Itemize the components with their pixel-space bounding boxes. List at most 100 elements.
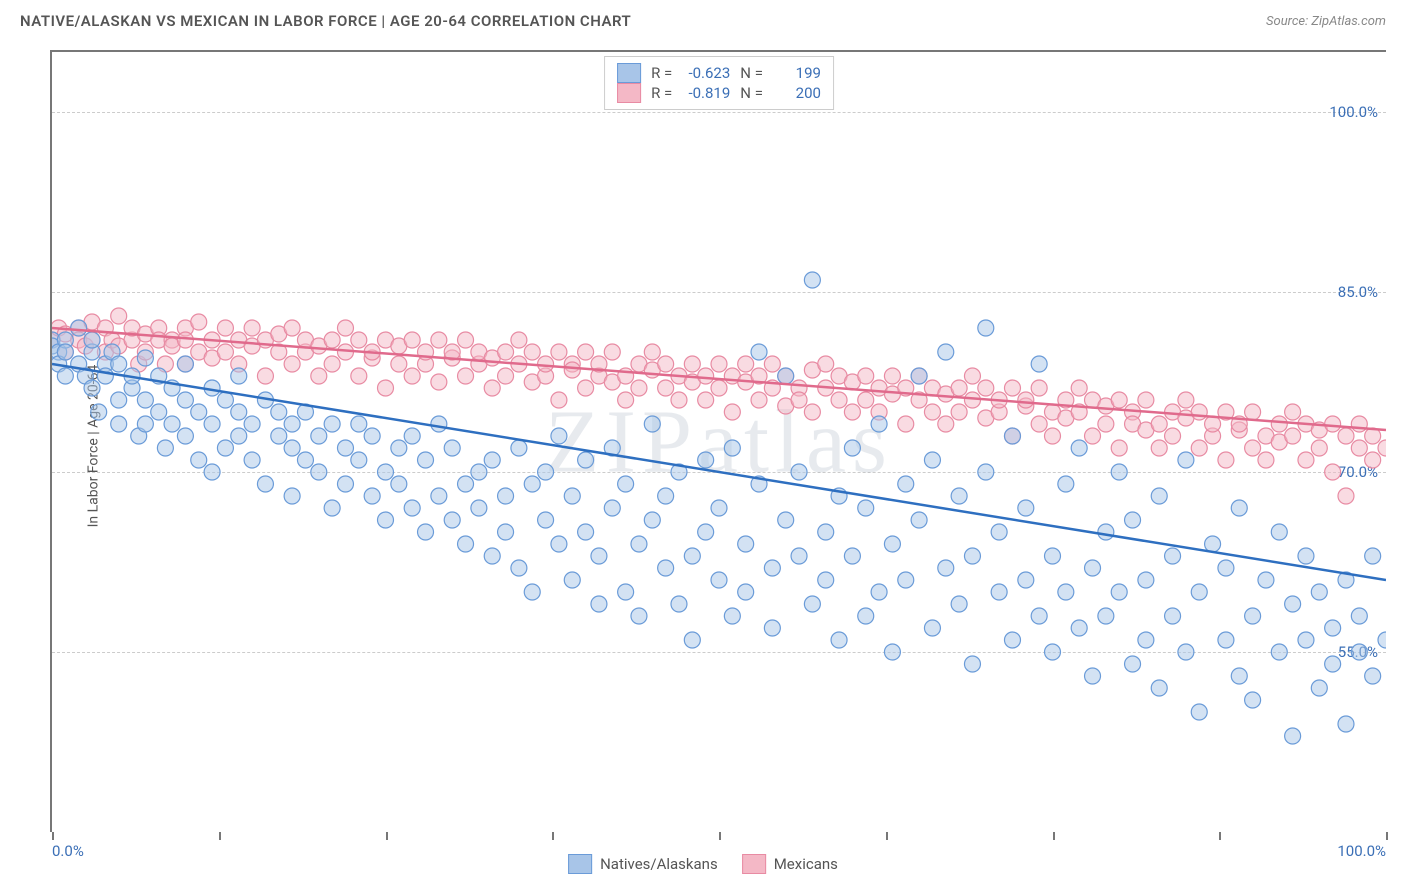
scatter-point [311,428,327,444]
scatter-point [1245,608,1261,624]
scatter-point [244,452,260,468]
scatter-point [458,476,474,492]
scatter-point [1085,428,1101,444]
scatter-point [618,476,634,492]
r-label: R = [651,64,672,82]
scatter-point [311,464,327,480]
scatter-point [1138,572,1154,588]
scatter-point [444,440,460,456]
scatter-point [804,272,820,288]
n-label: N = [740,84,763,102]
scatter-point [1138,392,1154,408]
scatter-point [578,380,594,396]
scatter-point [871,584,887,600]
xtick [719,832,721,840]
scatter-point [257,368,273,384]
trend-line [52,328,1386,430]
scatter-point [724,440,740,456]
scatter-point [1231,668,1247,684]
scatter-point [844,440,860,456]
scatter-point [831,392,847,408]
scatter-point [271,428,287,444]
scatter-point [538,512,554,528]
scatter-point [391,476,407,492]
scatter-point [311,368,327,384]
scatter-point [1111,584,1127,600]
scatter-point [431,332,447,348]
scatter-point [204,464,220,480]
chart-title: NATIVE/ALASKAN VS MEXICAN IN LABOR FORCE… [20,12,631,30]
scatter-point [458,332,474,348]
scatter-point [97,368,113,384]
scatter-point [431,488,447,504]
scatter-point [71,320,87,336]
scatter-point [631,608,647,624]
scatter-point [444,512,460,528]
scatter-point [1245,404,1261,420]
scatter-point [1285,404,1301,420]
scatter-point [1098,524,1114,540]
scatter-point [404,368,420,384]
scatter-point [1071,620,1087,636]
n-value-mexicans: 200 [773,84,821,102]
legend-swatch-natives [617,63,641,83]
scatter-point [284,320,300,336]
scatter-point [738,536,754,552]
n-value-natives: 199 [773,64,821,82]
scatter-point [378,380,394,396]
scatter-point [804,596,820,612]
scatter-point [991,584,1007,600]
scatter-point [257,476,273,492]
scatter-point [791,392,807,408]
scatter-point [511,440,527,456]
scatter-point [1338,716,1354,732]
scatter-point [1311,680,1327,696]
scatter-point [111,356,127,372]
scatter-point [1218,560,1234,576]
scatter-point [1045,644,1061,660]
scatter-point [1125,512,1141,528]
scatter-point [711,572,727,588]
scatter-point [1191,584,1207,600]
scatter-point [418,524,434,540]
scatter-point [1311,584,1327,600]
scatter-point [204,416,220,432]
scatter-point [684,356,700,372]
scatter-point [1178,392,1194,408]
scatter-point [84,380,100,396]
scatter-point [271,404,287,420]
scatter-point [938,344,954,360]
scatter-point [1325,656,1341,672]
scatter-point [564,362,580,378]
scatter-point [1298,548,1314,564]
scatter-point [551,428,567,444]
scatter-point [324,356,340,372]
scatter-point [538,464,554,480]
scatter-point [951,488,967,504]
scatter-point [578,524,594,540]
scatter-point [498,524,514,540]
scatter-point [804,404,820,420]
scatter-point [1138,632,1154,648]
r-value-mexicans: -0.819 [682,84,730,102]
xtick [386,832,388,840]
scatter-point [578,344,594,360]
scatter-point [231,428,247,444]
scatter-point [751,392,767,408]
scatter-point [711,380,727,396]
legend-swatch-natives [568,854,592,874]
scatter-point [57,368,73,384]
scatter-point [671,392,687,408]
scatter-point [284,356,300,372]
scatter-point [858,392,874,408]
scatter-point [177,356,193,372]
xtick [886,832,888,840]
scatter-point [391,356,407,372]
scatter-point [658,356,674,372]
scatter-point [1351,440,1367,456]
scatter-point [858,368,874,384]
scatter-point [964,656,980,672]
legend-swatch-mexicans [617,83,641,103]
xtick [1219,832,1221,840]
scatter-point [911,512,927,528]
